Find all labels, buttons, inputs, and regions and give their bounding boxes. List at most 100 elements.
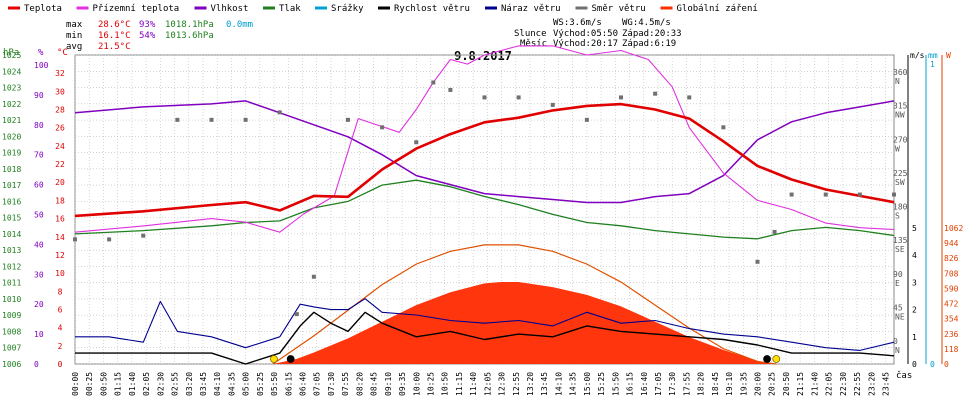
tick-dir: 225	[893, 169, 908, 178]
tick-hpa: 1010	[2, 295, 21, 304]
wind-dir-point	[584, 117, 589, 122]
wind-dir-point	[414, 140, 419, 145]
wind-ws: WS:3.6m/s	[553, 18, 602, 28]
tick-hpa: 1006	[2, 360, 21, 369]
tick-time: 23:20	[867, 372, 876, 396]
wind-dir-point	[294, 312, 299, 317]
tick-time: 15:50	[611, 372, 620, 396]
axis-label-w: W	[946, 51, 951, 60]
tick-time: 21:40	[810, 372, 819, 396]
tick-hpa: 1008	[2, 327, 21, 336]
wind-dir-point	[209, 117, 214, 122]
tick-time: 03:20	[185, 372, 194, 396]
info-block: max 28.6°C 93% 1018.1hPa 0.0mm min 16.1°…	[66, 18, 682, 52]
tick-time: 10:50	[441, 372, 450, 396]
stats-avg-label: avg	[66, 42, 82, 52]
wind-dir-point	[550, 102, 555, 107]
tick-temp: 16	[55, 215, 65, 224]
tick-time: 01:15	[114, 372, 123, 396]
stats-min-press: 1013.6hPa	[165, 31, 214, 41]
wind-dir-point	[653, 91, 658, 96]
stats-max-temp: 28.6°C	[98, 20, 131, 30]
tick-pct: 70	[34, 151, 44, 160]
series-wind-speed	[75, 311, 895, 365]
tick-mm: 1	[930, 60, 935, 69]
tick-temp: 2	[58, 342, 63, 351]
tick-temp: 12	[55, 251, 65, 260]
tick-temp: 0	[58, 360, 63, 369]
legend-entry-6: Náraz větru	[501, 4, 561, 14]
moon-rise: Východ:20:17	[553, 39, 618, 49]
tick-time: 03:45	[199, 372, 208, 396]
wind-dir-point	[175, 117, 180, 122]
tick-time: 12:05	[483, 372, 492, 396]
tick-time: 21:15	[796, 372, 805, 396]
tick-w: 354	[944, 315, 959, 324]
tick-ms: 4	[912, 251, 917, 260]
tick-w: 1062	[944, 224, 963, 233]
axis-label-ms: m/s	[910, 51, 925, 60]
tick-w: 944	[944, 239, 959, 248]
tick-pct: 20	[34, 300, 44, 309]
tick-dir-name: NW	[895, 111, 905, 120]
wind-dir-point	[857, 192, 862, 197]
sunset-marker	[772, 355, 781, 363]
tick-mm: 0	[930, 360, 935, 369]
wind-dir-point	[687, 95, 692, 100]
tick-hpa: 1018	[2, 165, 21, 174]
tick-time: 05:00	[242, 372, 251, 396]
wind-dir-point	[619, 95, 623, 100]
tick-time: 23:45	[881, 372, 890, 396]
tick-time: 00:00	[71, 372, 80, 396]
tick-time: 19:35	[739, 372, 748, 396]
tick-time: 04:35	[227, 372, 236, 396]
wind-dir-point	[380, 125, 385, 130]
legend-entry-8: Globální záření	[677, 4, 758, 14]
wind-dir-point	[346, 117, 350, 122]
tick-time: 06:15	[284, 372, 293, 396]
tick-pct: 100	[34, 61, 49, 70]
moon-set: Západ:6:19	[622, 39, 676, 49]
legend: Teplota Přízemní teplota Vlhkost Tlak Srážky…	[8, 4, 758, 14]
wind-dir-point	[311, 274, 316, 279]
tick-dir-name: S	[895, 212, 900, 221]
tick-time: 16:40	[640, 372, 649, 396]
tick-hpa: 1007	[2, 344, 21, 353]
tick-time: 10:25	[426, 372, 435, 396]
stats-min-label: min	[66, 31, 82, 41]
legend-entry-4: Srážky	[331, 4, 364, 14]
tick-time: 08:20	[355, 372, 364, 396]
tick-ms: 0	[912, 360, 917, 369]
tick-time: 00:50	[99, 372, 108, 396]
tick-pct: 30	[34, 270, 44, 279]
wind-dir-point	[892, 192, 896, 197]
wind-dir-point	[448, 87, 453, 92]
legend-entry-0: Teplota	[24, 4, 62, 14]
tick-temp: 10	[55, 269, 65, 278]
tick-temp: 8	[58, 287, 63, 296]
tick-time: 17:55	[682, 372, 691, 396]
tick-temp: 20	[55, 178, 65, 187]
axis-label-hpa: hPa	[3, 48, 19, 58]
tick-hpa: 1024	[2, 67, 21, 76]
tick-time: 04:10	[213, 372, 222, 396]
tick-ms: 1	[912, 333, 917, 342]
sun-rise: Východ:05:50	[553, 29, 618, 39]
tick-hpa: 1019	[2, 149, 21, 158]
tick-hpa: 1020	[2, 132, 21, 141]
tick-time: 11:15	[455, 372, 464, 396]
tick-hpa: 1023	[2, 84, 21, 93]
tick-time: 18:45	[711, 372, 720, 396]
tick-dir-name: W	[895, 144, 900, 153]
tick-w: 708	[944, 269, 959, 278]
tick-time: 22:05	[825, 372, 834, 396]
wind-dir-point	[482, 95, 487, 100]
axis-label-temp: °C	[57, 48, 68, 58]
tick-time: 12:30	[498, 372, 507, 396]
tick-time: 01:40	[128, 372, 137, 396]
tick-pct: 50	[34, 211, 44, 220]
legend-entry-7: Směr větru	[592, 4, 646, 14]
stats-avg-temp: 21.5°C	[98, 42, 131, 52]
axes: 1025102410231022102110201019101810171016…	[2, 48, 963, 396]
